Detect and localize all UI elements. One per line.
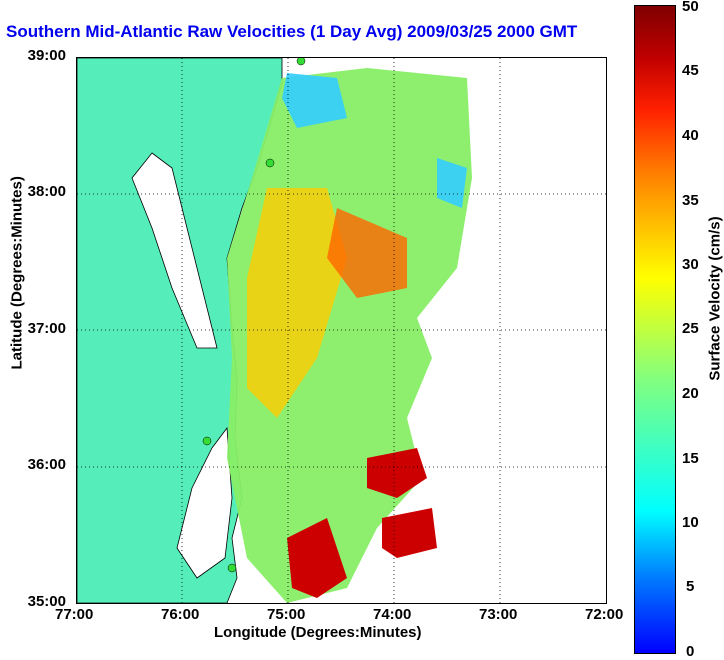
cbar-tick-15: 15 bbox=[682, 450, 699, 467]
cbar-tick-45: 45 bbox=[682, 62, 699, 79]
y-axis-label: Latitude (Degrees:Minutes) bbox=[8, 176, 26, 370]
ytick-0: 39:00 bbox=[27, 47, 66, 64]
map-plot-area bbox=[76, 56, 607, 604]
colorbar-label: Surface Velocity (cm/s) bbox=[706, 216, 724, 381]
map-svg bbox=[76, 56, 606, 604]
ytick-4: 35:00 bbox=[27, 593, 66, 610]
ytick-3: 36:00 bbox=[27, 456, 66, 473]
colorbar bbox=[634, 5, 676, 654]
cbar-tick-30: 30 bbox=[682, 256, 699, 273]
xtick-1: 76:00 bbox=[161, 606, 200, 623]
cbar-tick-20: 20 bbox=[682, 385, 699, 402]
chesapeake-bay bbox=[131, 152, 218, 349]
ytick-1: 38:00 bbox=[27, 183, 66, 200]
xtick-2: 75:00 bbox=[267, 606, 306, 623]
ytick-2: 37:00 bbox=[27, 320, 66, 337]
map-title: Southern Mid-Atlantic Raw Velocities (1 … bbox=[6, 22, 578, 41]
velocity-field bbox=[227, 68, 472, 603]
cbar-tick-5: 5 bbox=[686, 578, 695, 595]
cbar-tick-50: 50 bbox=[682, 0, 699, 15]
cbar-tick-40: 40 bbox=[682, 127, 699, 144]
grid-lines bbox=[77, 58, 606, 603]
xtick-5: 72:00 bbox=[585, 606, 624, 623]
cbar-tick-25: 25 bbox=[682, 320, 699, 337]
xtick-4: 73:00 bbox=[479, 606, 518, 623]
xtick-0: 77:00 bbox=[55, 606, 94, 623]
cbar-tick-0: 0 bbox=[686, 643, 695, 660]
xtick-3: 74:00 bbox=[373, 606, 412, 623]
cbar-tick-35: 35 bbox=[682, 192, 699, 209]
sound-water bbox=[176, 426, 233, 579]
x-axis-label: Longitude (Degrees:Minutes) bbox=[214, 624, 422, 641]
cbar-tick-10: 10 bbox=[682, 514, 699, 531]
